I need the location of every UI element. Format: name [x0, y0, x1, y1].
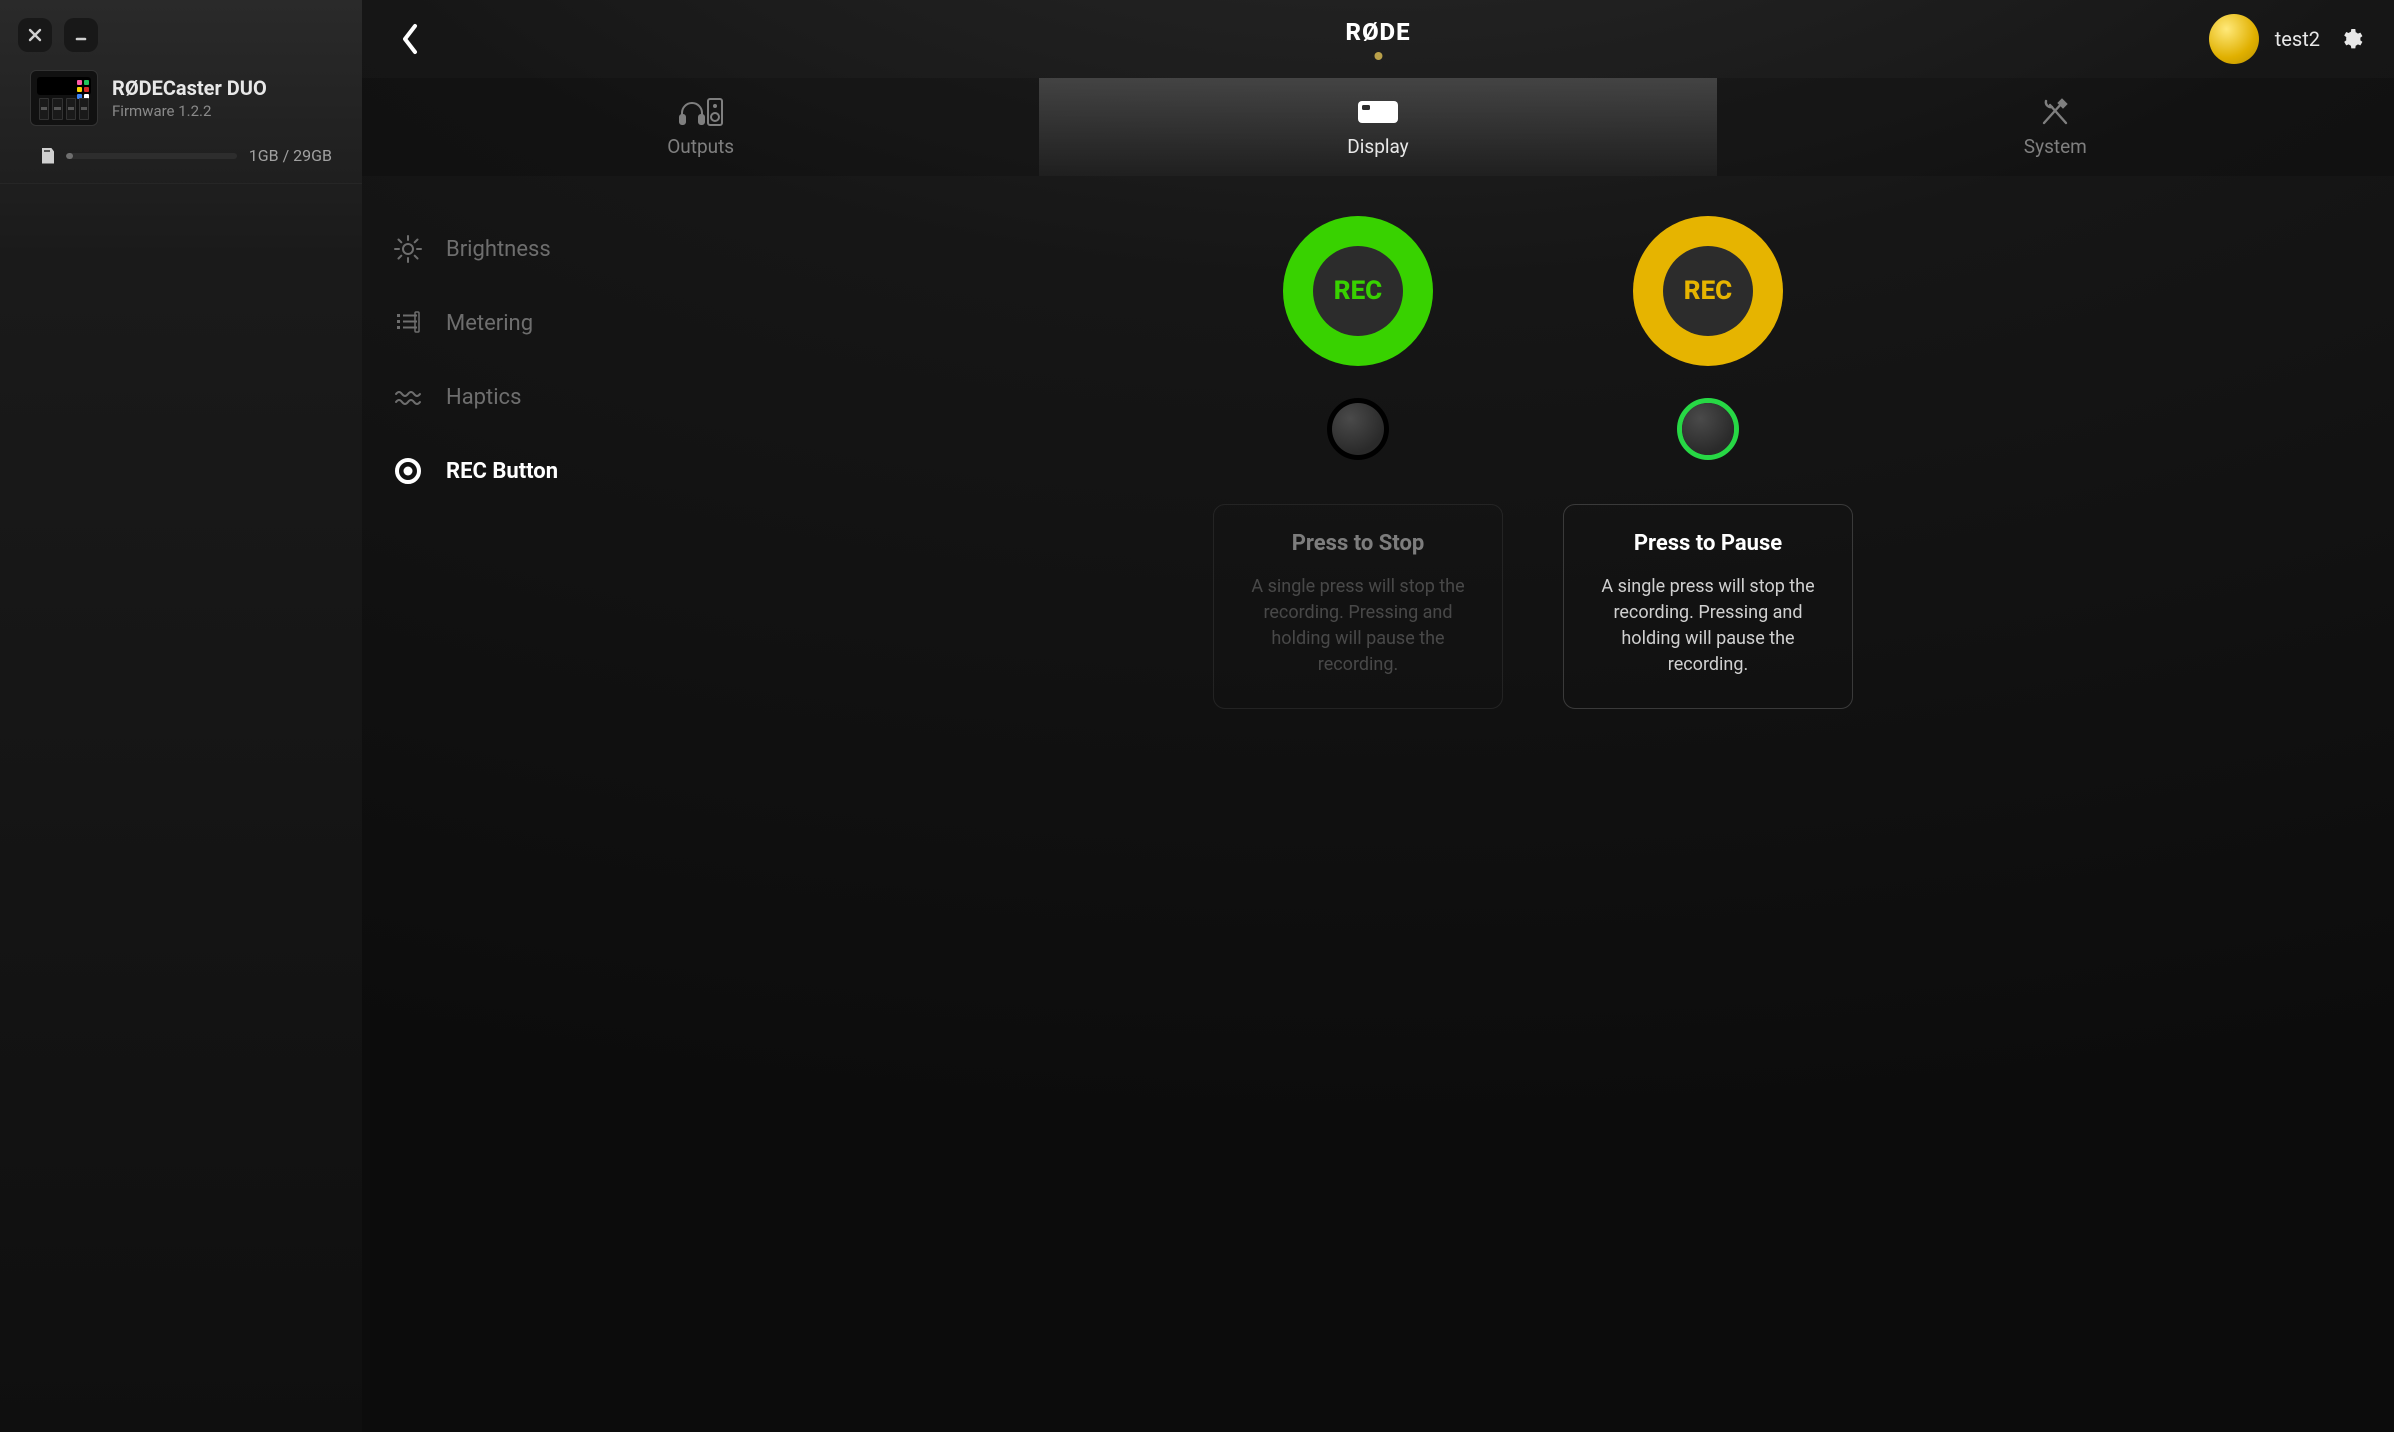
- rec-option-desc: A single press will stop the recording. …: [1234, 574, 1482, 678]
- rec-circle-label: REC: [1663, 246, 1753, 336]
- rec-circle-label: REC: [1313, 246, 1403, 336]
- tab-label: System: [2024, 135, 2087, 158]
- display-icon: [1356, 97, 1400, 127]
- device-thumbnail: [30, 70, 98, 126]
- option-rec-button[interactable]: REC Button: [380, 448, 672, 494]
- tab-display[interactable]: Display: [1039, 78, 1716, 176]
- user-avatar[interactable]: [2209, 14, 2259, 64]
- rec-circle-stop: REC: [1283, 216, 1433, 366]
- option-label: Haptics: [446, 385, 521, 410]
- option-brightness[interactable]: Brightness: [380, 226, 672, 272]
- storage-row: 1GB / 29GB: [0, 134, 362, 184]
- main-panel: RØDE test2 Outputs: [362, 0, 2394, 1432]
- rec-button-icon: [390, 456, 426, 486]
- tabs: Outputs Display System: [362, 78, 2394, 176]
- tools-icon: [2038, 97, 2072, 127]
- rec-button-options: REC Press to Stop A single press will st…: [682, 206, 2384, 1412]
- tab-label: Display: [1347, 135, 1408, 158]
- back-button[interactable]: [390, 19, 430, 59]
- haptics-icon: [390, 382, 426, 412]
- tab-label: Outputs: [667, 135, 734, 158]
- sidebar: RØDECaster DUO Firmware 1.2.2 1GB / 29GB: [0, 0, 362, 1432]
- display-options-list: Brightness Metering Haptics: [372, 206, 672, 1412]
- topbar: RØDE test2: [362, 0, 2394, 78]
- chevron-left-icon: [399, 22, 421, 56]
- option-label: Brightness: [446, 237, 551, 262]
- device-name: RØDECaster DUO: [112, 76, 267, 100]
- minimize-window-button[interactable]: [64, 18, 98, 52]
- storage-label: 1GB / 29GB: [249, 146, 332, 165]
- gear-icon: [2339, 27, 2363, 51]
- settings-button[interactable]: [2336, 24, 2366, 54]
- tab-outputs[interactable]: Outputs: [362, 78, 1039, 176]
- rec-radio-pause[interactable]: [1677, 398, 1739, 460]
- brand: RØDE: [1345, 18, 1410, 60]
- headphones-speaker-icon: [678, 97, 724, 127]
- radio-knob: [1682, 403, 1734, 455]
- option-label: Metering: [446, 311, 533, 336]
- close-icon: [28, 28, 42, 42]
- brand-dot: [1374, 52, 1382, 60]
- device-thumb-pads: [77, 80, 89, 99]
- close-window-button[interactable]: [18, 18, 52, 52]
- rec-circle-pause: REC: [1633, 216, 1783, 366]
- rec-option-title: Press to Pause: [1584, 531, 1832, 556]
- brightness-icon: [390, 234, 426, 264]
- rec-option-card-pause: Press to Pause A single press will stop …: [1563, 504, 1853, 709]
- brand-logo: RØDE: [1345, 18, 1410, 46]
- rec-option-card-stop: Press to Stop A single press will stop t…: [1213, 504, 1503, 709]
- option-metering[interactable]: Metering: [380, 300, 672, 346]
- tab-system[interactable]: System: [1717, 78, 2394, 176]
- option-label: REC Button: [446, 459, 558, 484]
- rec-option-desc: A single press will stop the recording. …: [1584, 574, 1832, 678]
- storage-bar: [66, 153, 237, 159]
- minimize-icon: [74, 28, 88, 42]
- sd-card-icon: [42, 148, 54, 164]
- username-label: test2: [2275, 27, 2320, 51]
- rec-option-title: Press to Stop: [1234, 531, 1482, 556]
- metering-icon: [390, 308, 426, 338]
- rec-option-stop: REC Press to Stop A single press will st…: [1198, 206, 1518, 709]
- firmware-label: Firmware 1.2.2: [112, 102, 267, 120]
- rec-option-pause: REC Press to Pause A single press will s…: [1548, 206, 1868, 709]
- storage-bar-fill: [66, 153, 73, 159]
- device-card[interactable]: RØDECaster DUO Firmware 1.2.2: [0, 62, 362, 134]
- rec-radio-stop[interactable]: [1327, 398, 1389, 460]
- radio-knob: [1332, 403, 1384, 455]
- option-haptics[interactable]: Haptics: [380, 374, 672, 420]
